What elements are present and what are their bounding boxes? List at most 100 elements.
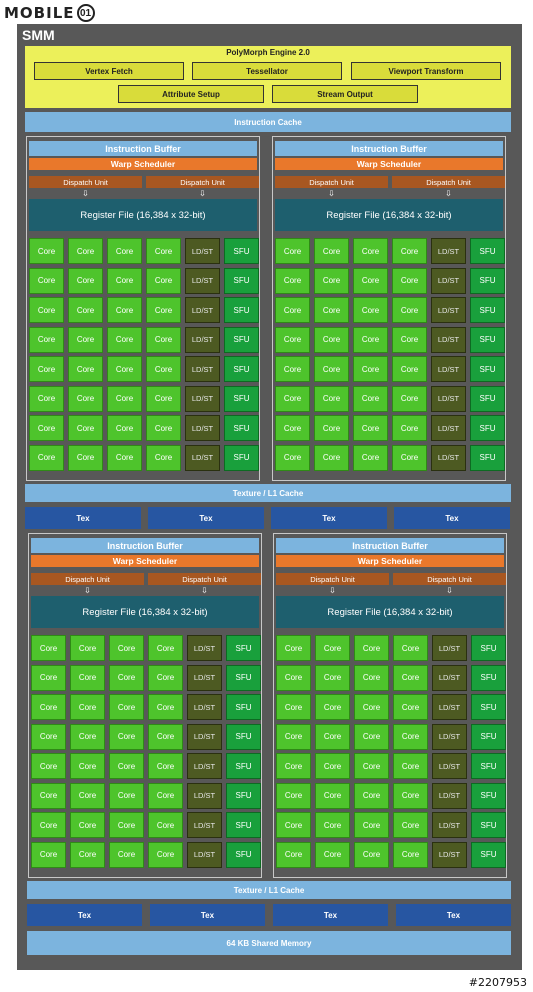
ldst-unit: LD/ST xyxy=(187,664,222,691)
logo-badge: 01 xyxy=(76,4,95,22)
core-unit: Core xyxy=(31,782,66,809)
core-unit: Core xyxy=(146,444,181,471)
sfu-unit: SFU xyxy=(471,753,506,779)
sfu-unit: SFU xyxy=(226,635,261,661)
stream-output: Stream Output xyxy=(272,85,418,103)
core-unit: Core xyxy=(275,267,310,294)
core-unit: Core xyxy=(354,753,389,779)
core-unit: Core xyxy=(315,635,350,661)
core-unit: Core xyxy=(68,297,103,323)
core-unit: Core xyxy=(353,444,388,471)
ldst-unit: LD/ST xyxy=(185,297,220,323)
core-unit: Core xyxy=(148,664,183,691)
instruction-cache: Instruction Cache xyxy=(25,112,511,132)
core-unit: Core xyxy=(275,356,310,382)
tex-unit: Tex xyxy=(271,507,387,529)
instruction-buffer: Instruction Buffer xyxy=(275,141,503,156)
sfu-unit: SFU xyxy=(471,694,506,720)
logo-text: MOBILE xyxy=(4,4,75,22)
core-unit: Core xyxy=(314,356,349,382)
viewport-transform: Viewport Transform xyxy=(351,62,501,80)
sfu-unit: SFU xyxy=(224,415,259,441)
sfu-unit: SFU xyxy=(470,444,505,471)
register-file: Register File (16,384 x 32-bit) xyxy=(29,199,257,231)
texture-l1-cache-bottom: Texture / L1 Cache xyxy=(27,881,511,899)
core-unit: Core xyxy=(109,664,144,691)
core-unit: Core xyxy=(354,664,389,691)
core-unit: Core xyxy=(315,694,350,720)
ldst-unit: LD/ST xyxy=(432,841,467,868)
ldst-unit: LD/ST xyxy=(431,238,466,264)
sfu-unit: SFU xyxy=(224,267,259,294)
ldst-unit: LD/ST xyxy=(187,694,222,720)
core-unit: Core xyxy=(31,664,66,691)
sfu-unit: SFU xyxy=(226,782,261,809)
core-unit: Core xyxy=(353,238,388,264)
sfu-unit: SFU xyxy=(471,723,506,750)
core-unit: Core xyxy=(276,841,311,868)
core-unit: Core xyxy=(146,415,181,441)
core-unit: Core xyxy=(353,356,388,382)
processing-block: Instruction Buffer Warp Scheduler Dispatch… xyxy=(272,136,506,481)
core-unit: Core xyxy=(393,664,428,691)
core-unit: Core xyxy=(70,782,105,809)
core-unit: Core xyxy=(107,267,142,294)
core-unit: Core xyxy=(354,694,389,720)
core-unit: Core xyxy=(109,723,144,750)
core-unit: Core xyxy=(393,841,428,868)
sfu-unit: SFU xyxy=(471,664,506,691)
ldst-unit: LD/ST xyxy=(431,385,466,412)
core-unit: Core xyxy=(392,415,427,441)
tex-unit: Tex xyxy=(25,507,141,529)
core-unit: Core xyxy=(392,385,427,412)
core-unit: Core xyxy=(146,356,181,382)
core-unit: Core xyxy=(315,723,350,750)
sfu-unit: SFU xyxy=(470,385,505,412)
attribute-setup: Attribute Setup xyxy=(118,85,264,103)
core-unit: Core xyxy=(31,841,66,868)
core-unit: Core xyxy=(354,841,389,868)
instruction-buffer: Instruction Buffer xyxy=(31,538,259,553)
ldst-unit: LD/ST xyxy=(431,267,466,294)
register-file: Register File (16,384 x 32-bit) xyxy=(275,199,503,231)
warp-scheduler: Warp Scheduler xyxy=(276,555,504,567)
down-arrow-icon: ⇩ xyxy=(445,188,452,198)
core-unit: Core xyxy=(107,326,142,353)
core-unit: Core xyxy=(393,812,428,838)
ldst-unit: LD/ST xyxy=(431,297,466,323)
core-unit: Core xyxy=(29,238,64,264)
ldst-unit: LD/ST xyxy=(432,694,467,720)
processing-block: Instruction Buffer Warp Scheduler Dispatch… xyxy=(28,533,262,878)
core-unit: Core xyxy=(275,297,310,323)
core-unit: Core xyxy=(393,694,428,720)
vertex-fetch: Vertex Fetch xyxy=(34,62,184,80)
core-unit: Core xyxy=(314,415,349,441)
ldst-unit: LD/ST xyxy=(431,415,466,441)
dispatch-unit: Dispatch Unit xyxy=(393,573,506,585)
ldst-unit: LD/ST xyxy=(185,267,220,294)
down-arrow-icon: ⇩ xyxy=(201,585,208,595)
core-unit: Core xyxy=(29,326,64,353)
core-unit: Core xyxy=(107,415,142,441)
register-file: Register File (16,384 x 32-bit) xyxy=(31,596,259,628)
core-unit: Core xyxy=(146,267,181,294)
ldst-unit: LD/ST xyxy=(432,753,467,779)
sfu-unit: SFU xyxy=(226,723,261,750)
core-unit: Core xyxy=(70,812,105,838)
core-unit: Core xyxy=(146,238,181,264)
core-unit: Core xyxy=(314,238,349,264)
sfu-unit: SFU xyxy=(471,812,506,838)
core-unit: Core xyxy=(393,723,428,750)
ldst-unit: LD/ST xyxy=(185,238,220,264)
core-unit: Core xyxy=(68,238,103,264)
core-unit: Core xyxy=(393,782,428,809)
core-unit: Core xyxy=(392,326,427,353)
core-unit: Core xyxy=(315,812,350,838)
tex-unit: Tex xyxy=(150,904,265,926)
processing-block: Instruction Buffer Warp Scheduler Dispatch… xyxy=(273,533,507,878)
core-unit: Core xyxy=(70,664,105,691)
core-unit: Core xyxy=(392,356,427,382)
ldst-unit: LD/ST xyxy=(187,782,222,809)
core-unit: Core xyxy=(148,812,183,838)
warp-scheduler: Warp Scheduler xyxy=(275,158,503,170)
